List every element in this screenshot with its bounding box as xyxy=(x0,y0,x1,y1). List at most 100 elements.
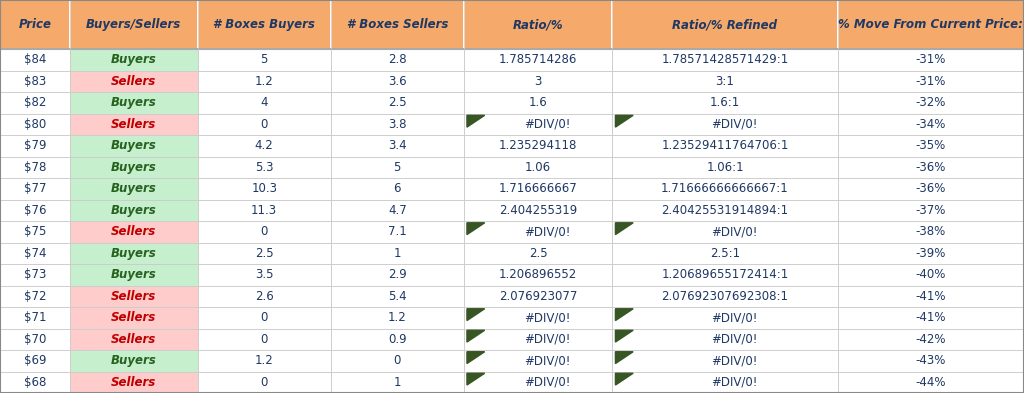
Bar xyxy=(838,200,1024,221)
Text: -38%: -38% xyxy=(915,225,946,238)
Text: 6: 6 xyxy=(393,182,401,195)
Text: -35%: -35% xyxy=(915,140,946,152)
Text: -36%: -36% xyxy=(915,182,946,195)
Bar xyxy=(198,0,331,49)
Bar xyxy=(198,92,331,114)
Bar xyxy=(612,156,838,178)
Text: -41%: -41% xyxy=(915,311,946,324)
Text: Sellers: Sellers xyxy=(111,225,157,238)
Text: Sellers: Sellers xyxy=(111,290,157,303)
Bar xyxy=(838,307,1024,329)
Text: 3.8: 3.8 xyxy=(388,118,407,131)
Text: 0: 0 xyxy=(260,118,268,131)
Bar xyxy=(198,350,331,371)
Bar xyxy=(838,329,1024,350)
Bar xyxy=(198,264,331,286)
Text: 2.8: 2.8 xyxy=(388,53,407,66)
Bar xyxy=(0,286,70,307)
Bar xyxy=(0,264,70,286)
Polygon shape xyxy=(467,373,484,385)
Text: Buyers: Buyers xyxy=(111,182,157,195)
Text: 0: 0 xyxy=(260,333,268,346)
Text: #DIV/0!: #DIV/0! xyxy=(711,333,757,346)
Bar xyxy=(838,221,1024,242)
Bar xyxy=(0,71,70,92)
Bar xyxy=(70,135,198,156)
Bar xyxy=(612,0,838,49)
Text: 2.40425531914894:1: 2.40425531914894:1 xyxy=(662,204,788,217)
Bar xyxy=(331,242,464,264)
Bar xyxy=(331,156,464,178)
Text: 0.9: 0.9 xyxy=(388,333,407,346)
Bar xyxy=(838,92,1024,114)
Text: # Boxes Buyers: # Boxes Buyers xyxy=(213,18,315,31)
Text: 1.235294118: 1.235294118 xyxy=(499,140,578,152)
Text: -34%: -34% xyxy=(915,118,946,131)
Text: 1.2: 1.2 xyxy=(255,354,273,367)
Text: -37%: -37% xyxy=(915,204,946,217)
Text: Ratio/% Refined: Ratio/% Refined xyxy=(673,18,777,31)
Bar xyxy=(70,49,198,71)
Bar xyxy=(464,135,612,156)
Bar xyxy=(612,92,838,114)
Text: #DIV/0!: #DIV/0! xyxy=(524,333,570,346)
Text: # Boxes Sellers: # Boxes Sellers xyxy=(347,18,447,31)
Bar xyxy=(464,49,612,71)
Text: Buyers: Buyers xyxy=(111,53,157,66)
Bar xyxy=(331,307,464,329)
Bar xyxy=(331,71,464,92)
Bar xyxy=(70,307,198,329)
Bar xyxy=(0,329,70,350)
Bar xyxy=(198,71,331,92)
Text: -39%: -39% xyxy=(915,247,946,260)
Bar xyxy=(612,200,838,221)
Polygon shape xyxy=(467,352,484,364)
Bar xyxy=(838,135,1024,156)
Text: Price: Price xyxy=(18,18,51,31)
Bar xyxy=(198,242,331,264)
Text: -31%: -31% xyxy=(915,53,946,66)
Polygon shape xyxy=(615,373,633,385)
Text: 3.6: 3.6 xyxy=(388,75,407,88)
Text: 2.9: 2.9 xyxy=(388,268,407,281)
Text: Ratio/%: Ratio/% xyxy=(513,18,563,31)
Bar xyxy=(198,135,331,156)
Text: -44%: -44% xyxy=(915,376,946,389)
Text: 1.206896552: 1.206896552 xyxy=(499,268,578,281)
Text: Buyers: Buyers xyxy=(111,161,157,174)
Bar xyxy=(331,92,464,114)
Text: #DIV/0!: #DIV/0! xyxy=(711,354,757,367)
Text: 3.4: 3.4 xyxy=(388,140,407,152)
Polygon shape xyxy=(467,115,484,127)
Text: Sellers: Sellers xyxy=(111,376,157,389)
Bar xyxy=(464,286,612,307)
Bar xyxy=(612,350,838,371)
Bar xyxy=(838,114,1024,135)
Bar xyxy=(0,156,70,178)
Text: 2.5: 2.5 xyxy=(255,247,273,260)
Bar xyxy=(612,114,838,135)
Text: 2.5: 2.5 xyxy=(388,96,407,109)
Text: 10.3: 10.3 xyxy=(251,182,278,195)
Bar xyxy=(464,200,612,221)
Bar xyxy=(198,221,331,242)
Bar xyxy=(0,49,70,71)
Text: $71: $71 xyxy=(24,311,46,324)
Text: Sellers: Sellers xyxy=(111,75,157,88)
Bar xyxy=(464,114,612,135)
Text: $70: $70 xyxy=(24,333,46,346)
Bar xyxy=(198,371,331,393)
Text: $77: $77 xyxy=(24,182,46,195)
Text: 1.06: 1.06 xyxy=(525,161,551,174)
Bar xyxy=(331,114,464,135)
Bar xyxy=(331,0,464,49)
Text: Sellers: Sellers xyxy=(111,311,157,324)
Text: Buyers/Sellers: Buyers/Sellers xyxy=(86,18,181,31)
Text: $74: $74 xyxy=(24,247,46,260)
Bar xyxy=(838,264,1024,286)
Text: Buyers: Buyers xyxy=(111,140,157,152)
Text: 2.076923077: 2.076923077 xyxy=(499,290,578,303)
Text: 1: 1 xyxy=(393,376,401,389)
Bar xyxy=(464,0,612,49)
Bar xyxy=(612,307,838,329)
